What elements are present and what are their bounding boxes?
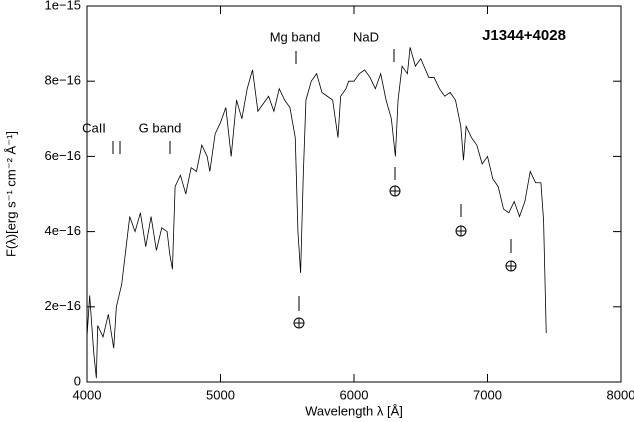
- y-tick-label: 0: [74, 373, 81, 388]
- annotation: NaD: [353, 29, 379, 44]
- x-tick-label: 5000: [206, 387, 235, 402]
- chart-title: J1344+4028: [482, 27, 566, 44]
- annotation: Mg band: [270, 29, 321, 44]
- y-tick-label: 1e−15: [44, 0, 81, 12]
- plot-frame: [86, 5, 622, 383]
- y-tick-label: 2e−16: [44, 298, 81, 313]
- spectrum-line: [86, 47, 547, 379]
- annotation: G band: [139, 120, 182, 135]
- y-tick-label: 4e−16: [44, 223, 81, 238]
- y-tick-label: 6e−16: [44, 148, 81, 163]
- x-axis-label: Wavelength λ [Å]: [305, 403, 403, 418]
- x-tick-label: 6000: [340, 387, 369, 402]
- x-tick-label: 4000: [73, 387, 102, 402]
- x-tick-label: 8000: [607, 387, 634, 402]
- y-axis-label: F(λ)[erg s⁻¹ cm⁻² Å⁻¹]: [3, 131, 18, 257]
- annotation: CaII: [82, 120, 106, 135]
- annotation-markers: [112, 49, 517, 329]
- x-tick-label: 7000: [473, 387, 502, 402]
- y-tick-label: 8e−16: [44, 73, 81, 88]
